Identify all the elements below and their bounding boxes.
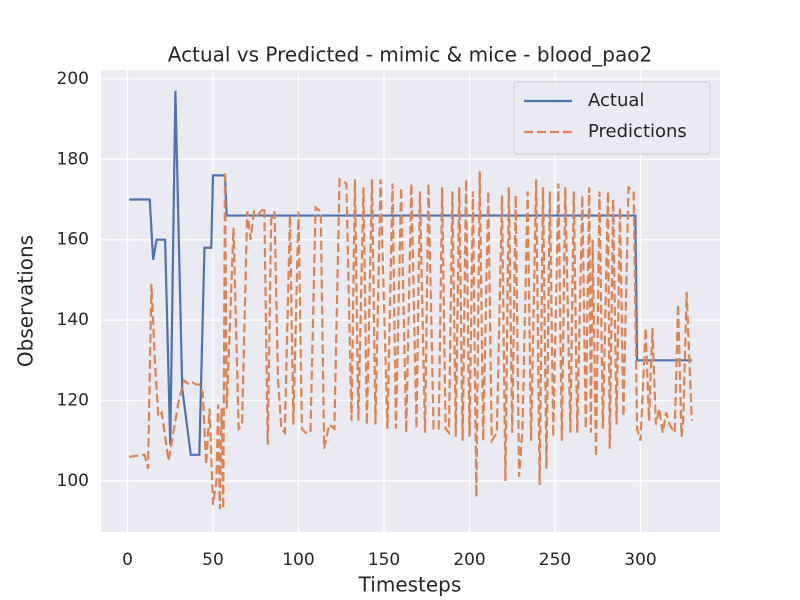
legend-label: Actual [588, 90, 644, 111]
legend-label: Predictions [588, 121, 687, 142]
x-tick-label: 250 [539, 550, 571, 570]
y-tick-label: 120 [57, 391, 89, 411]
chart-title: Actual vs Predicted - mimic & mice - blo… [168, 43, 652, 67]
x-tick-label: 200 [453, 550, 485, 570]
y-tick-label: 180 [57, 149, 89, 169]
x-tick-label: 300 [624, 550, 656, 570]
x-tick-label: 150 [368, 550, 400, 570]
lines [129, 90, 693, 510]
x-axis-label: Timesteps [358, 573, 462, 597]
x-tick-label: 50 [202, 550, 224, 570]
y-tick-label: 100 [57, 471, 89, 491]
y-tick-label: 160 [57, 230, 89, 250]
y-tick-label: 200 [57, 69, 89, 89]
legend: Actual Predictions [513, 81, 711, 155]
y-axis-label: Observations [14, 235, 38, 367]
series-line [129, 90, 692, 456]
x-tick-label: 0 [122, 550, 133, 570]
y-tick-label: 140 [57, 310, 89, 330]
x-tick-label: 100 [282, 550, 314, 570]
